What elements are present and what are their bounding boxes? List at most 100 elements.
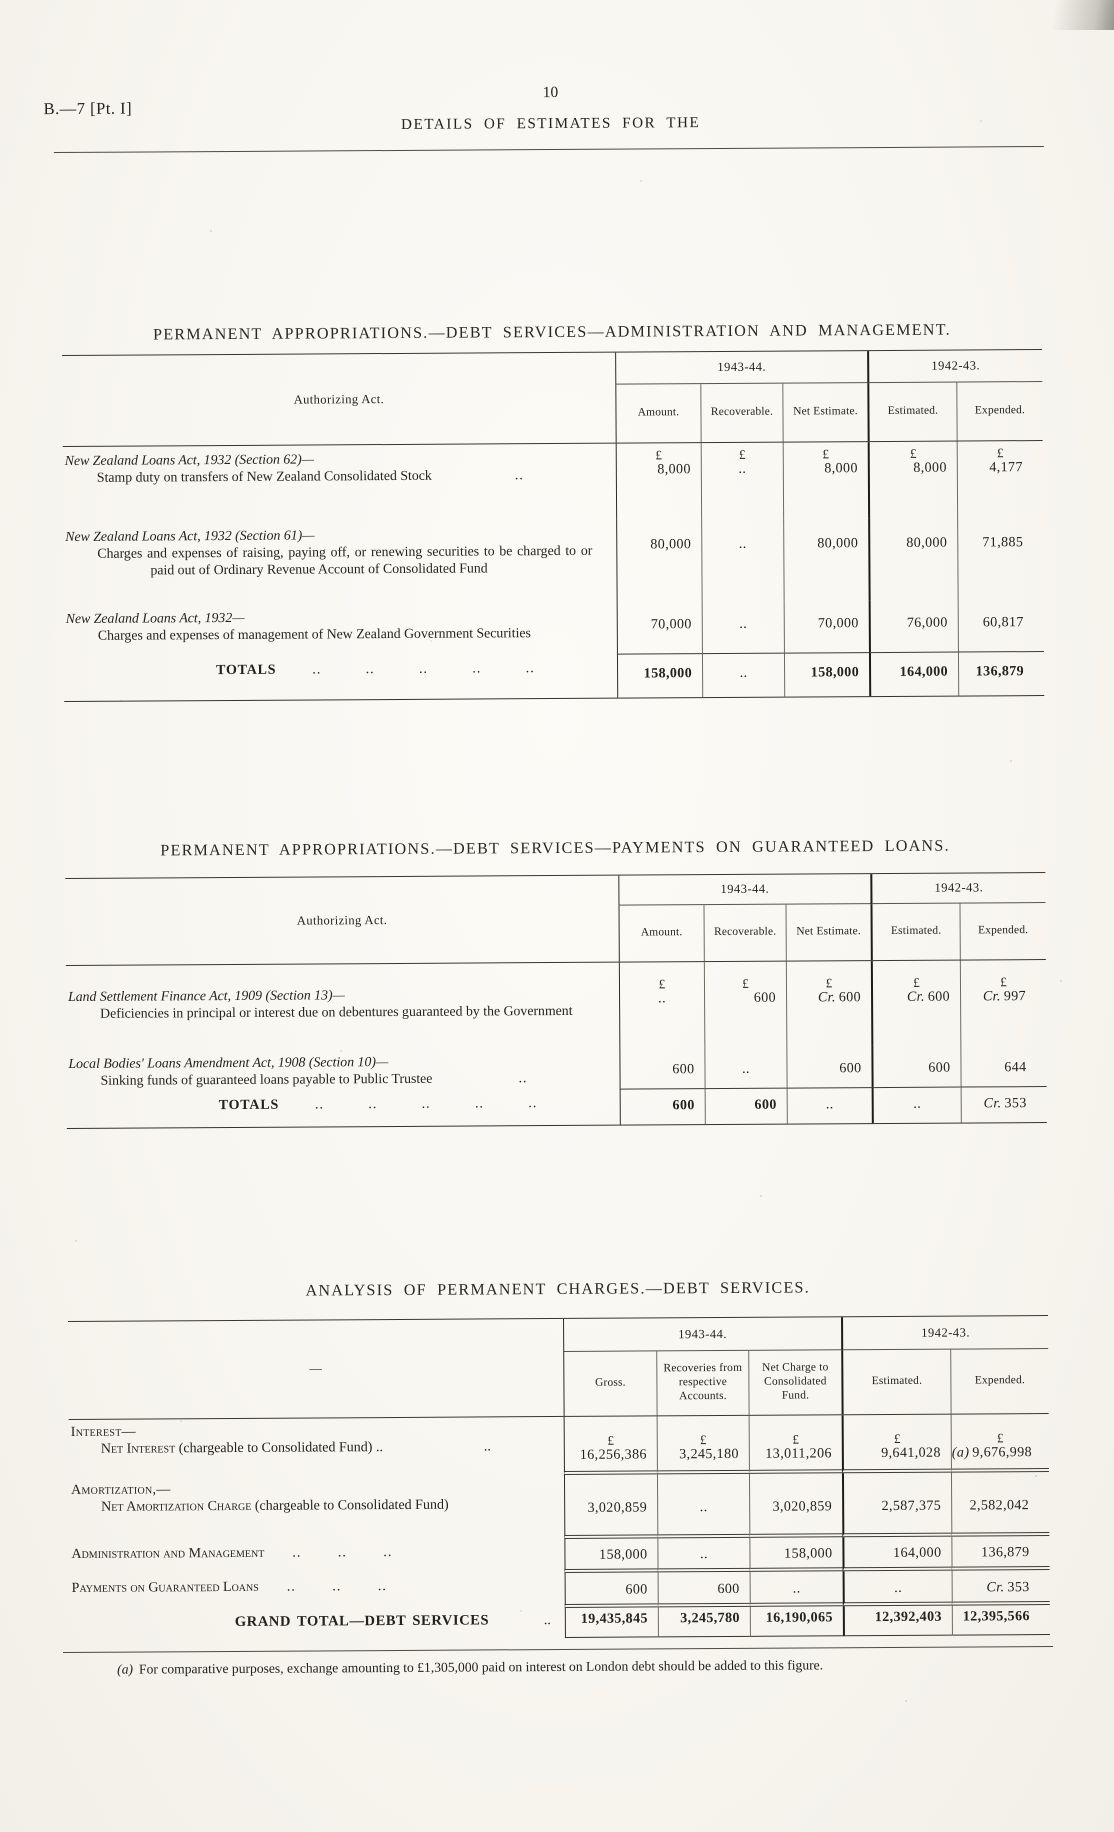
column-header-amount: Amount. bbox=[618, 905, 704, 962]
cell-net-estimate: 600 bbox=[786, 1045, 872, 1088]
cell-estimated: 80,000 bbox=[868, 517, 958, 601]
row-authorizing-act: New Zealand Loans Act, 1932— Charges and… bbox=[64, 602, 617, 657]
table2-header: Authorizing Act. 1943-44. 1942-43. Amoun… bbox=[65, 872, 1046, 967]
category-description: .. Net Interest (chargeable to Consolidat… bbox=[100, 1439, 491, 1457]
pound-sign: £ bbox=[792, 1431, 800, 1447]
cell-recoverable: £.. bbox=[700, 442, 784, 520]
cell-expended: £4,177 bbox=[956, 441, 1044, 518]
row-charge-category: Administration and Management .. .. .. bbox=[69, 1539, 564, 1576]
footnote: (a) For comparative purposes, exchange am… bbox=[117, 1655, 938, 1679]
act-description: Charges and expenses of management of Ne… bbox=[97, 625, 531, 643]
totals-label: TOTALS bbox=[216, 662, 277, 679]
cell-expended: 2,582,042 bbox=[950, 1472, 1050, 1537]
cell-estimated: 2,587,375 bbox=[841, 1472, 952, 1538]
cell-net-estimate: 80,000 bbox=[783, 518, 869, 601]
scan-corner-shadow bbox=[1004, 0, 1114, 30]
cell-net-charge: .. bbox=[749, 1571, 843, 1607]
cell-recoverable: .. bbox=[701, 518, 784, 602]
column-header-gross: Gross. bbox=[563, 1351, 657, 1416]
cell-expended: £ (a) 9,676,998 bbox=[950, 1414, 1049, 1473]
totals-stub: TOTALS .. .. .. .. .. bbox=[67, 1089, 620, 1128]
leader-dots: .. .. .. .. .. bbox=[312, 660, 535, 677]
pound-sign: £ bbox=[607, 1432, 615, 1448]
totals-label: TOTALS bbox=[218, 1097, 280, 1114]
cell-amount: 80,000 bbox=[616, 519, 702, 602]
table-row: New Zealand Loans Act, 1932 (Section 61)… bbox=[63, 517, 1044, 605]
cell-net-estimate: £8,000 bbox=[782, 442, 869, 519]
cell-net-charge: £13,011,206 bbox=[748, 1415, 842, 1474]
cell-estimated-grand-total: 12,392,403 bbox=[842, 1605, 952, 1637]
pound-sign: £ bbox=[825, 975, 833, 991]
table-row: Land Settlement Finance Act, 1909 (Secti… bbox=[66, 960, 1047, 1050]
pound-sign: £ bbox=[1000, 974, 1007, 990]
year-group-1943-44: 1943-44. bbox=[615, 351, 868, 385]
row-authorizing-act: Local Bodies' Loans Amendment Act, 1908 … bbox=[66, 1047, 619, 1092]
table-row: Payments on Guaranteed Loans .. .. .. 600… bbox=[70, 1570, 1050, 1611]
header-rule bbox=[53, 146, 1044, 154]
table1-header: Authorizing Act. 1943-44. 1942-43. Amoun… bbox=[62, 349, 1043, 448]
cell-expended-total: Cr. 353 bbox=[960, 1086, 1047, 1123]
pound-sign: £ bbox=[658, 976, 666, 992]
cell-recoverable: .. bbox=[701, 600, 784, 654]
footnote-text: For comparative purposes, exchange amoun… bbox=[138, 1657, 824, 1677]
column-header-authorizing-act: Authorizing Act. bbox=[293, 391, 385, 407]
column-header-recoverable: Recoverable. bbox=[700, 383, 783, 443]
cell-gross: 158,000 bbox=[564, 1538, 658, 1573]
cell-amount: £8,000 bbox=[615, 443, 702, 520]
footnote-rule bbox=[63, 1645, 1054, 1654]
year-group-1942-43: 1942-43. bbox=[870, 873, 1046, 905]
column-header-estimated: Estimated. bbox=[841, 1349, 951, 1415]
column-header-estimated: Estimated. bbox=[870, 903, 960, 961]
pound-sign: £ bbox=[655, 447, 663, 463]
column-header-stub-dash: — bbox=[309, 1361, 323, 1376]
pound-sign: £ bbox=[909, 445, 917, 461]
row-charge-category: Amortization,— Net Amortization Charge (… bbox=[69, 1475, 564, 1542]
footnote-marker: (a) bbox=[117, 1661, 134, 1677]
column-header-expended: Expended. bbox=[950, 1349, 1049, 1414]
pound-sign: £ bbox=[893, 1430, 901, 1446]
row-charge-category: Payments on Guaranteed Loans .. .. .. bbox=[70, 1573, 565, 1611]
cell-gross-grand-total: 19,435,845 bbox=[564, 1607, 658, 1638]
page-number: 10 bbox=[542, 83, 559, 102]
cell-gross: £16,256,386 bbox=[563, 1416, 657, 1475]
cell-estimated: 600 bbox=[871, 1044, 961, 1088]
cell-recoverable-total: 600 bbox=[704, 1087, 787, 1125]
cell-estimated: £9,641,028 bbox=[841, 1414, 951, 1474]
cell-expended: 71,885 bbox=[957, 517, 1044, 600]
cell-expended: £ Cr. 997 bbox=[959, 960, 1047, 1045]
leader-dots: .. bbox=[543, 1613, 551, 1629]
column-header-recoveries: Recoveries from respective Accounts. bbox=[656, 1350, 749, 1416]
cell-amount-total: 600 bbox=[619, 1088, 705, 1125]
table-row: Interest— .. Net Interest (chargeable to … bbox=[69, 1414, 1049, 1478]
cell-recoverable-total: .. bbox=[701, 652, 785, 698]
pound-sign: £ bbox=[996, 445, 1004, 461]
table1-title: PERMANENT APPROPRIATIONS.—DEBT SERVICES—… bbox=[153, 321, 951, 344]
cell-expended-total: 136,879 bbox=[957, 651, 1045, 696]
pound-sign: £ bbox=[822, 446, 830, 462]
act-description: .. Sinking funds of guaranteed loans paya… bbox=[100, 1070, 528, 1088]
cell-amount: 70,000 bbox=[616, 601, 702, 654]
cell-expended-grand-total: 12,395,566 bbox=[951, 1605, 1050, 1636]
act-description: .. Stamp duty on transfers of New Zealand… bbox=[96, 467, 524, 485]
table-row: Amortization,— Net Amortization Charge (… bbox=[69, 1472, 1050, 1542]
year-group-1943-44: 1943-44. bbox=[618, 874, 871, 906]
grand-total-row: .. GRAND TOTAL—DEBT SERVICES 19,435,845 3… bbox=[70, 1605, 1050, 1641]
cell-amount-total: 158,000 bbox=[616, 653, 703, 698]
column-header-net-charge: Net Charge to Consolidated Fund. bbox=[748, 1350, 842, 1415]
cell-amount: £.. bbox=[618, 962, 705, 1047]
column-header-net-estimate: Net Estimate. bbox=[782, 383, 868, 442]
row-authorizing-act: Land Settlement Finance Act, 1909 (Secti… bbox=[66, 963, 620, 1050]
table-row: New Zealand Loans Act, 1932— Charges and… bbox=[64, 599, 1044, 657]
column-header-net-estimate: Net Estimate. bbox=[785, 904, 871, 961]
table-row: New Zealand Loans Act, 1932 (Section 62)… bbox=[63, 441, 1044, 523]
cell-net-estimate: 70,000 bbox=[783, 600, 869, 653]
leader-dots: .. .. .. bbox=[286, 1579, 387, 1595]
table3: — 1943-44. 1942-43. Gross. Recoveries fr… bbox=[68, 1315, 1050, 1641]
cell-recoverable: £600 bbox=[703, 961, 787, 1047]
cell-estimated: £8,000 bbox=[867, 441, 958, 519]
table-row: Local Bodies' Loans Amendment Act, 1908 … bbox=[66, 1044, 1047, 1092]
column-header-authorizing-act: Authorizing Act. bbox=[296, 912, 388, 928]
row-authorizing-act: New Zealand Loans Act, 1932 (Section 62)… bbox=[63, 444, 616, 523]
